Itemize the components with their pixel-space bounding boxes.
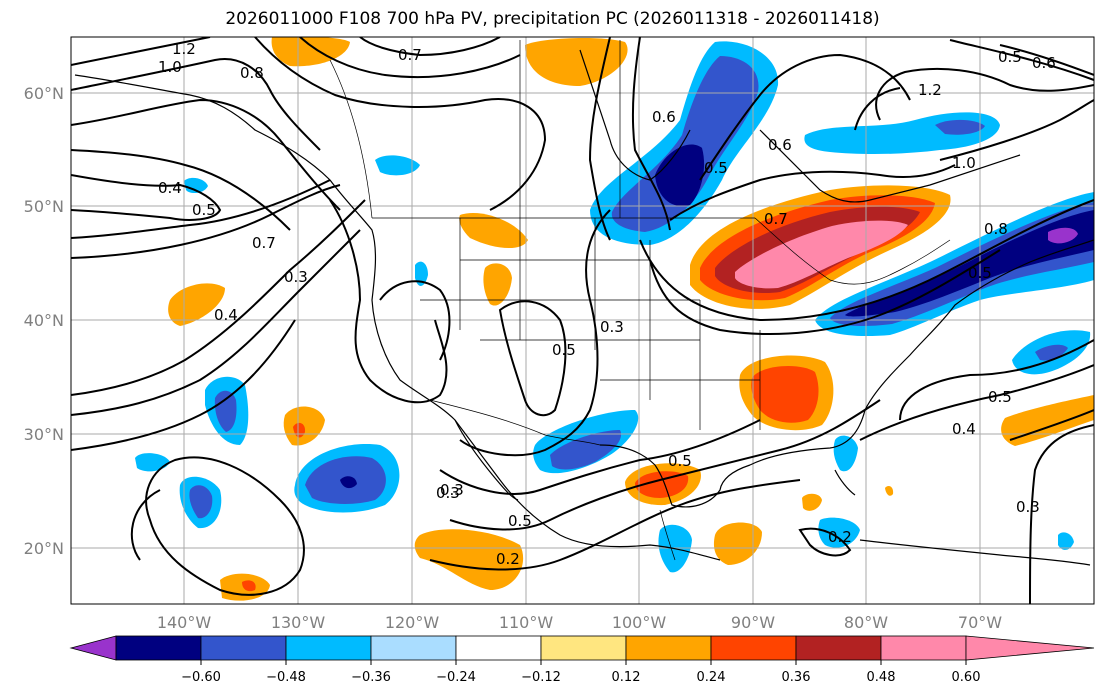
colorbar-tick-label: −0.12 (521, 670, 561, 685)
graticule (71, 37, 1094, 604)
lat-label: 20°N (24, 539, 64, 558)
colorbar-tick-label: −0.48 (266, 670, 306, 685)
colorbar-tick-label: 0.36 (782, 670, 811, 685)
contour-label: 0.5 (508, 512, 532, 530)
latitude-labels: 60°N 50°N 40°N 30°N 20°N (24, 84, 64, 558)
colorbar-segment (710, 635, 797, 661)
contour-label: 1.2 (918, 81, 942, 99)
colorbar-segment (285, 635, 372, 661)
lon-label: 100°W (612, 613, 667, 632)
contour-labels: 1.2 1.0 0.8 0.7 0.4 0.5 0.7 0.3 0.4 0.6 … (158, 40, 1056, 568)
contour-label: 0.3 (284, 268, 308, 286)
contour-label: 0.5 (192, 201, 216, 219)
lon-label: 130°W (271, 613, 326, 632)
map-frame (70, 36, 1095, 605)
colorbar-tick-label: 0.24 (697, 670, 726, 685)
colorbar-tick-label: −0.60 (181, 670, 221, 685)
contour-label: 0.8 (240, 64, 264, 82)
colorbar-segment (455, 635, 542, 661)
contour-label: 0.8 (984, 220, 1008, 238)
lon-label: 140°W (157, 613, 212, 632)
colorbar-segment (540, 635, 627, 661)
colorbar-extend-high (965, 635, 1095, 661)
contour-label: 0.5 (552, 341, 576, 359)
colorbar-extend-low (69, 635, 117, 661)
colorbar-tick-label: −0.36 (351, 670, 391, 685)
lat-label: 30°N (24, 425, 64, 444)
contour-label: 0.7 (398, 46, 422, 64)
contour-label: 0.3 (440, 481, 464, 499)
contour-label: 0.6 (768, 136, 792, 154)
colorbar-tick-label: 0.48 (867, 670, 896, 685)
colorbar: −0.60 −0.48 −0.36 −0.24 −0.12 0.12 0.24 … (69, 635, 1095, 685)
contour-label: 0.4 (952, 420, 976, 438)
colorbar-tick-label: 0.12 (612, 670, 641, 685)
colorbar-segment (880, 635, 967, 661)
lon-label: 110°W (499, 613, 554, 632)
contour-label: 0.3 (1016, 498, 1040, 516)
contour-label: 0.6 (652, 108, 676, 126)
contour-label: 1.2 (172, 40, 196, 58)
contour-label: 0.2 (496, 550, 520, 568)
contour-label: 0.5 (668, 452, 692, 470)
contour-label: 0.3 (600, 318, 624, 336)
contour-label: 0.3 (436, 484, 460, 502)
lon-label: 70°W (958, 613, 1002, 632)
colorbar-segment (625, 635, 712, 661)
lon-label: 80°W (844, 613, 888, 632)
longitude-labels: 140°W 130°W 120°W 110°W 100°W 90°W 80°W … (157, 613, 1002, 632)
lat-label: 60°N (24, 84, 64, 103)
lat-label: 50°N (24, 197, 64, 216)
contour-label: 0.5 (704, 159, 728, 177)
contour-label: 0.4 (158, 179, 182, 197)
contour-label: 0.2 (828, 528, 852, 546)
contour-label: 0.7 (764, 210, 788, 228)
colorbar-segment (200, 635, 287, 661)
colorbar-segment (370, 635, 457, 661)
contour-label: 0.5 (968, 264, 992, 282)
colorbar-ticks (200, 660, 967, 665)
map-plot-area: 1.2 1.0 0.8 0.7 0.4 0.5 0.7 0.3 0.4 0.6 … (71, 37, 1094, 604)
contour-label: 0.5 (998, 48, 1022, 66)
lon-label: 120°W (385, 613, 440, 632)
shaded-anomalies (135, 37, 1094, 601)
colorbar-tick-label: 0.60 (952, 670, 981, 685)
lat-label: 40°N (24, 311, 64, 330)
contour-label: 0.4 (214, 306, 238, 324)
pv-contours (71, 37, 1094, 604)
contour-label: 0.5 (988, 388, 1012, 406)
lon-label: 90°W (731, 613, 775, 632)
colorbar-segment (795, 635, 882, 661)
contour-label: 0.7 (252, 234, 276, 252)
contour-label: 0.6 (1032, 54, 1056, 72)
contour-label: 1.0 (952, 154, 976, 172)
colorbar-segment (115, 635, 202, 661)
map-title: 2026011000 F108 700 hPa PV, precipitatio… (225, 9, 880, 29)
coastlines (74, 49, 1094, 566)
contour-label: 1.0 (158, 58, 182, 76)
political-borders (329, 40, 951, 561)
colorbar-tick-label: −0.24 (436, 670, 476, 685)
